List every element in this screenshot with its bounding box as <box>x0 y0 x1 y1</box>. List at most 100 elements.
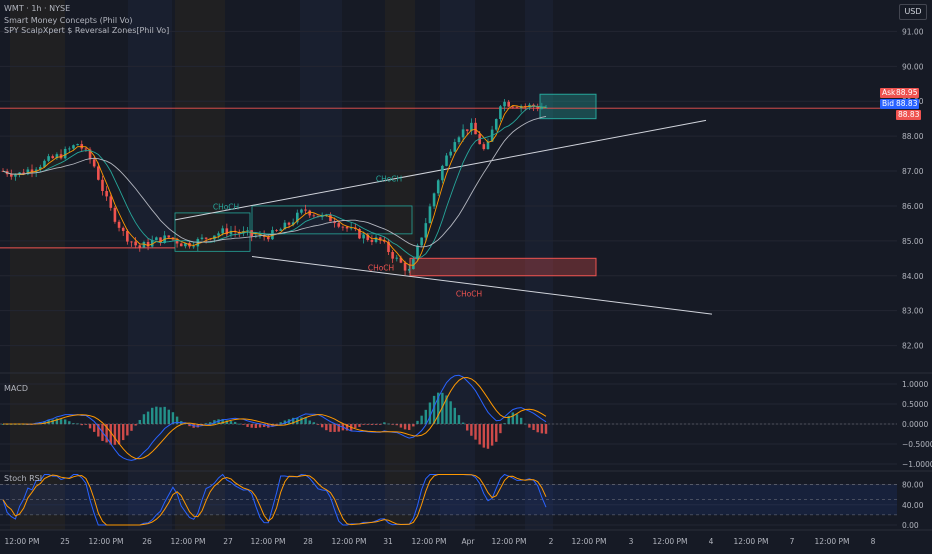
candle-body <box>221 228 224 234</box>
macd-histogram-bar <box>544 424 548 434</box>
candle-body <box>366 234 370 240</box>
candle-body <box>416 245 419 260</box>
macd-signal-line <box>3 376 547 460</box>
candle-body <box>217 233 220 236</box>
macd-histogram-bar <box>117 424 121 445</box>
candle-body <box>266 236 270 240</box>
candle-body <box>420 237 423 246</box>
macd-histogram-bar <box>171 412 175 424</box>
macd-histogram-bar <box>362 424 365 425</box>
candle-body <box>399 257 403 263</box>
currency-button[interactable]: USD <box>899 4 927 20</box>
stoch-band <box>0 484 897 515</box>
symbol-title[interactable]: WMT · 1h · NYSE <box>4 4 71 13</box>
candle-body <box>167 235 171 238</box>
candle-body <box>507 101 510 107</box>
macd-histogram-bar <box>370 424 374 425</box>
macd-histogram-bar <box>325 424 328 431</box>
y-tick-label: −0.5000 <box>902 440 932 449</box>
candle-body <box>300 209 303 213</box>
macd-histogram-bar <box>225 420 229 424</box>
stoch-rsi-pane-title[interactable]: Stoch RSI <box>4 474 43 483</box>
choch-label-2: CHoCH <box>376 175 402 184</box>
macd-histogram-bar <box>312 422 316 424</box>
macd-histogram-bar <box>490 424 494 446</box>
candle-body <box>291 222 295 225</box>
macd-histogram-bar <box>466 424 469 431</box>
candle-body <box>461 129 465 138</box>
macd-histogram-bar <box>437 392 440 424</box>
macd-histogram-bar <box>366 424 369 425</box>
macd-histogram-bar <box>416 420 419 424</box>
candle-body <box>68 148 71 150</box>
stoch-d-line <box>2 474 547 526</box>
candle-body <box>391 252 394 259</box>
candle-body <box>192 246 195 248</box>
session-band <box>440 0 475 530</box>
candle-body <box>441 165 444 181</box>
candle-body <box>287 222 291 225</box>
macd-histogram-bar <box>142 414 146 424</box>
candle-body <box>540 107 544 109</box>
macd-histogram-bar <box>333 424 336 432</box>
candle-body <box>142 241 146 248</box>
macd-histogram-bar <box>300 417 303 424</box>
candle-body <box>47 156 50 161</box>
candle-body <box>337 223 341 227</box>
last-price-tag: 88.83 <box>896 110 922 120</box>
macd-histogram-bar <box>109 424 112 445</box>
candle-body <box>528 104 531 107</box>
macd-histogram-bar <box>51 419 54 424</box>
candle-body <box>345 226 349 229</box>
candle-body <box>113 207 117 222</box>
choch-box-2 <box>251 205 413 235</box>
macd-histogram-bar <box>80 424 83 426</box>
candle-body <box>159 237 162 243</box>
candle-body <box>412 259 415 270</box>
candle-body <box>362 234 365 239</box>
x-tick-label: 12:00 PM <box>734 537 769 546</box>
macd-histogram-bar <box>84 424 88 425</box>
y-tick-label: 82.00 <box>902 342 924 351</box>
macd-histogram-bar <box>308 420 311 424</box>
candle-body <box>39 166 42 170</box>
macd-histogram-bar <box>329 424 332 432</box>
indicator-reversal-zones-label[interactable]: SPY ScalpXpert $ Reversal Zones[Phil Vo] <box>4 26 170 35</box>
macd-histogram-bar <box>474 424 477 440</box>
x-tick-label: 12:00 PM <box>89 537 124 546</box>
candle-body <box>9 174 13 177</box>
indicator-smc-label[interactable]: Smart Money Concepts (Phil Vo) <box>4 16 133 25</box>
macd-histogram-bar <box>55 418 59 424</box>
y-tick-label: 0.00 <box>902 521 919 530</box>
macd-histogram-bar <box>445 395 448 424</box>
candle-body <box>101 179 104 192</box>
macd-histogram-bar <box>515 414 519 424</box>
y-tick-label: 0.0000 <box>902 420 928 429</box>
candle-body <box>208 238 212 240</box>
candle-body <box>295 212 299 223</box>
macd-histogram-bar <box>275 424 278 425</box>
macd-histogram-bar <box>291 417 295 424</box>
choch-label-3: CHoCH <box>368 264 394 273</box>
slow-ma-line <box>2 115 547 248</box>
candle-body <box>138 245 142 248</box>
macd-histogram-bar <box>486 424 490 449</box>
candle-body <box>184 242 187 247</box>
macd-histogram-bar <box>209 422 212 424</box>
candle-body <box>134 241 137 246</box>
candle-body <box>34 169 38 173</box>
choch-label-1: CHoCH <box>213 202 239 211</box>
x-tick-label: 12:00 PM <box>332 537 367 546</box>
x-tick-label: 26 <box>142 537 152 546</box>
macd-histogram-bar <box>138 419 141 424</box>
macd-pane-title[interactable]: MACD <box>4 384 28 393</box>
candle-body <box>55 154 59 159</box>
macd-histogram-bar <box>449 401 452 424</box>
macd-histogram-bar <box>495 424 498 442</box>
candle-body <box>109 196 113 208</box>
macd-histogram-bar <box>503 423 506 424</box>
macd-histogram-bar <box>175 416 179 424</box>
candle-body <box>515 107 519 109</box>
